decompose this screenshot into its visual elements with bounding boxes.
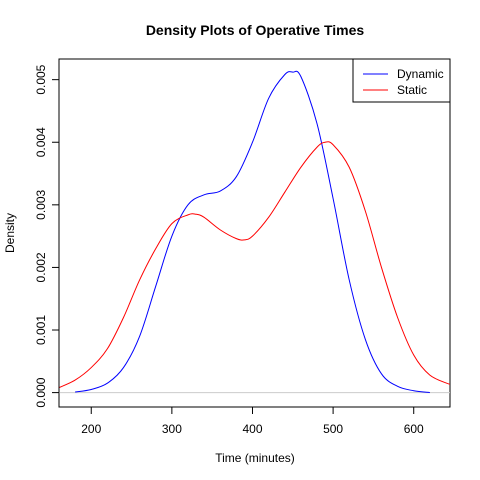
series-line-static: [59, 141, 450, 389]
legend-label-dynamic: Dynamic: [397, 67, 444, 81]
x-tick-label: 400: [242, 422, 262, 436]
x-axis: 200 300 400 500 600: [81, 406, 424, 436]
y-tick-label: 0.000: [34, 377, 48, 407]
y-tick-label: 0.001: [34, 315, 48, 345]
series-line-dynamic: [75, 70, 430, 394]
chart-title: Density Plots of Operative Times: [146, 22, 365, 38]
x-tick-label: 200: [81, 422, 101, 436]
x-tick-label: 300: [162, 422, 182, 436]
plot-frame: [58, 58, 451, 408]
y-tick-label: 0.005: [34, 64, 48, 94]
legend-label-static: Static: [397, 83, 427, 97]
x-axis-label: Time (minutes): [215, 451, 295, 465]
y-tick-label: 0.004: [34, 127, 48, 157]
x-tick-label: 600: [404, 422, 424, 436]
y-tick-label: 0.003: [34, 189, 48, 219]
y-tick-label: 0.002: [34, 252, 48, 282]
legend-box: [352, 58, 451, 103]
legend: Dynamic Static: [352, 58, 451, 103]
x-tick-label: 500: [323, 422, 343, 436]
y-axis: 0.000 0.001 0.002 0.003 0.004 0.005: [34, 64, 60, 408]
plot-area: [59, 70, 450, 394]
y-axis-label: Density: [3, 213, 17, 253]
